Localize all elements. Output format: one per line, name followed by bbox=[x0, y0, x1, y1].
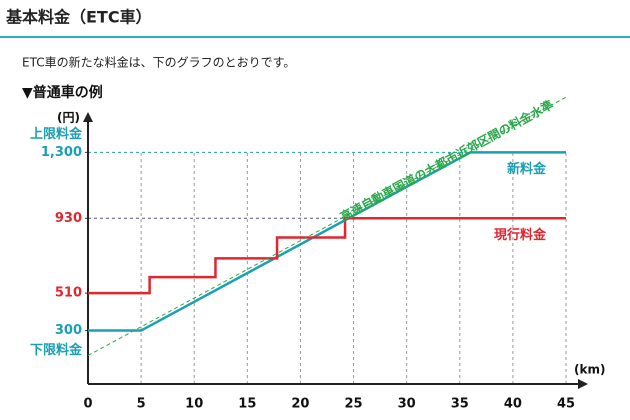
x-axis-label: (km) bbox=[574, 363, 605, 377]
y-tick-label: 930 bbox=[55, 211, 82, 226]
x-tick-label: 20 bbox=[291, 397, 309, 412]
y-tick-label: 1,300 bbox=[41, 145, 82, 160]
y-axis-arrow bbox=[83, 112, 93, 122]
x-tick-label: 25 bbox=[345, 397, 363, 412]
y-axis-label: (円) bbox=[57, 111, 80, 125]
x-tick-label: 15 bbox=[238, 397, 256, 412]
series-line bbox=[88, 151, 566, 332]
x-axis-arrow bbox=[578, 379, 588, 389]
series-label: 新料金 bbox=[507, 161, 547, 177]
x-tick-label: 10 bbox=[185, 397, 203, 412]
series-line bbox=[88, 217, 566, 295]
example-heading: ▼普通車の例 bbox=[22, 84, 103, 101]
x-tick-label: 35 bbox=[451, 397, 469, 412]
x-tick-label: 0 bbox=[83, 397, 92, 412]
series-label: 高速自動車国道の大都市近郊区間の料金水準 bbox=[337, 97, 555, 224]
y-tick-label: 300 bbox=[55, 323, 82, 338]
description: ETC車の新たな料金は、下のグラフのとおりです。 bbox=[22, 55, 295, 70]
page-title: 基本料金（ETC車） bbox=[5, 8, 152, 27]
upper-limit-label: 上限料金 bbox=[30, 126, 83, 142]
x-tick-label: 5 bbox=[137, 397, 146, 412]
x-tick-label: 40 bbox=[504, 397, 522, 412]
chart: 0 5 10 15 20 25 30 35 40 453005109301,300上限料金下限料金… bbox=[30, 96, 605, 412]
lower-limit-label: 下限料金 bbox=[30, 342, 83, 358]
series-label: 現行料金 bbox=[494, 227, 547, 243]
x-tick-label: 45 bbox=[557, 397, 575, 412]
x-tick-label: 30 bbox=[398, 397, 416, 412]
y-tick-label: 510 bbox=[55, 286, 82, 301]
